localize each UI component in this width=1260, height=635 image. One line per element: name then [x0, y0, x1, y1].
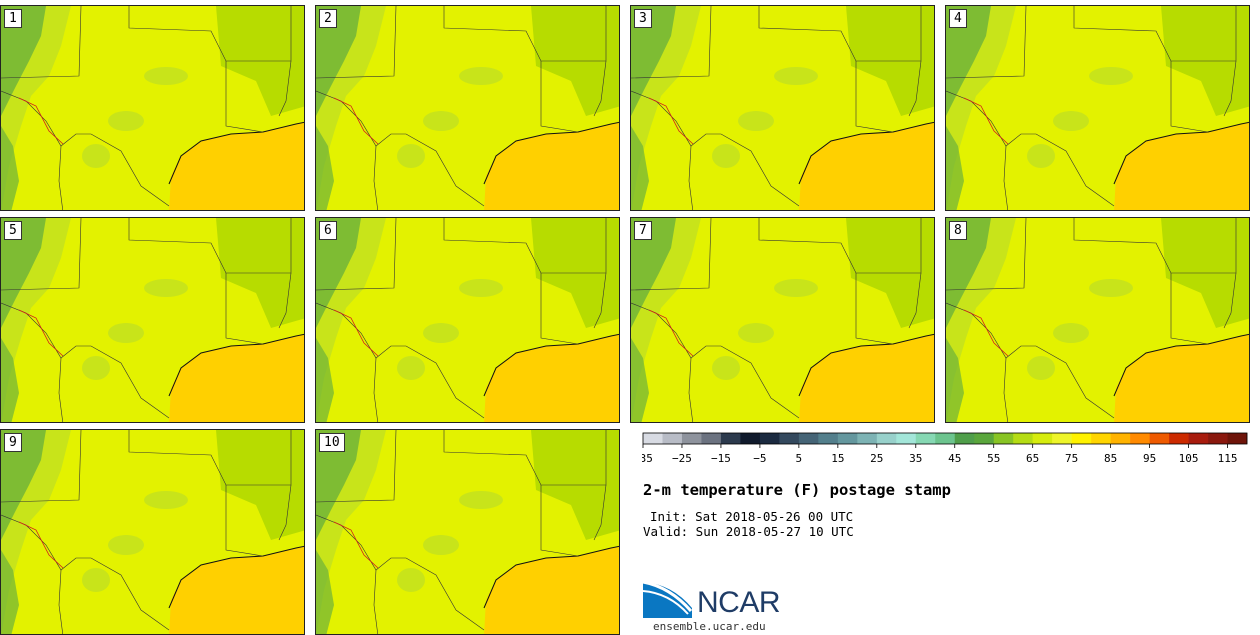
member-label: 9	[4, 433, 22, 452]
colorbar-swatch	[681, 433, 702, 444]
colorbar-tick-label: −15	[711, 452, 731, 465]
init-time: Init: Sat 2018-05-26 00 UTC	[650, 509, 854, 524]
colorbar-tick-label: 55	[987, 452, 1000, 465]
colorbar-swatch	[915, 433, 936, 444]
colorbar-tick-label: −35	[642, 452, 653, 465]
colorbar-tick-label: 115	[1218, 452, 1238, 465]
colorbar-tick-label: 75	[1065, 452, 1078, 465]
colorbar-swatch	[896, 433, 917, 444]
colorbar-tick-label: 35	[909, 452, 922, 465]
colorbar-swatch	[779, 433, 800, 444]
colorbar-tick-label: −5	[753, 452, 766, 465]
member-label: 6	[319, 221, 337, 240]
colorbar-swatch	[1110, 433, 1131, 444]
colorbar-swatch	[1227, 433, 1248, 444]
colorbar-swatch	[1188, 433, 1209, 444]
member-label: 2	[319, 9, 337, 28]
colorbar-swatch	[1071, 433, 1092, 444]
temperature-colorbar: −35 −25 −15 −5 5 15 25 35 45 55 65 75 85 95 105 115	[633, 432, 1254, 472]
colorbar-swatch	[1208, 433, 1228, 444]
member-panel: 8	[945, 217, 1250, 423]
colorbar-tick-label: 85	[1104, 452, 1117, 465]
colorbar-swatch	[701, 433, 722, 444]
member-panel: 10	[315, 429, 620, 635]
colorbar-swatch	[662, 433, 683, 444]
site-url: ensemble.ucar.edu	[653, 620, 766, 633]
colorbar-swatch	[1091, 433, 1111, 444]
colorbar-swatch	[837, 433, 858, 444]
member-panel: 5	[0, 217, 305, 423]
colorbar-swatch	[1149, 433, 1170, 444]
colorbar-tick-label: 105	[1179, 452, 1199, 465]
member-panel: 3	[630, 5, 935, 211]
colorbar-swatch	[974, 433, 995, 444]
colorbar-tick-label: 25	[870, 452, 883, 465]
colorbar-swatch	[935, 433, 956, 444]
colorbar-swatch	[993, 433, 1014, 444]
ncar-logo-text: NCAR	[697, 586, 781, 619]
valid-time: Valid: Sun 2018-05-27 10 UTC	[643, 524, 854, 539]
member-panel: 9	[0, 429, 305, 635]
member-label: 7	[634, 221, 652, 240]
colorbar-swatch	[1032, 433, 1053, 444]
member-panel: 2	[315, 5, 620, 211]
member-panel: 6	[315, 217, 620, 423]
colorbar-swatch	[798, 433, 819, 444]
member-label: 5	[4, 221, 22, 240]
colorbar-swatch	[876, 433, 897, 444]
chart-title: 2-m temperature (F) postage stamp	[643, 481, 951, 499]
ncar-logo-icon	[642, 578, 694, 622]
colorbar-tick-label: 45	[948, 452, 961, 465]
colorbar-tick-label: 5	[796, 452, 803, 465]
member-panel: 7	[630, 217, 935, 423]
colorbar-swatch	[1013, 433, 1033, 444]
colorbar-swatch	[857, 433, 878, 444]
colorbar-swatch	[1169, 433, 1189, 444]
colorbar-tick-label: 95	[1143, 452, 1156, 465]
colorbar-svg: −35 −25 −15 −5 5 15 25 35 45 55 65 75 85 95 105 115	[633, 432, 1248, 465]
colorbar-swatch	[1130, 433, 1150, 444]
member-label: 1	[4, 9, 22, 28]
colorbar-swatch	[643, 433, 663, 444]
colorbar-swatch	[1052, 433, 1072, 444]
colorbar-swatch	[818, 433, 839, 444]
member-label: 3	[634, 9, 652, 28]
member-label: 4	[949, 9, 967, 28]
member-label: 10	[319, 433, 345, 452]
member-panel: 4	[945, 5, 1250, 211]
colorbar-frame	[642, 432, 1248, 445]
colorbar-tick-label: 15	[831, 452, 844, 465]
colorbar-swatch	[740, 433, 761, 444]
colorbar-swatch	[954, 433, 975, 444]
colorbar-swatch	[720, 433, 741, 444]
colorbar-tick-label: −25	[672, 452, 692, 465]
member-label: 8	[949, 221, 967, 240]
member-panel: 1	[0, 5, 305, 211]
colorbar-swatch	[759, 433, 780, 444]
colorbar-tick-label: 65	[1026, 452, 1039, 465]
